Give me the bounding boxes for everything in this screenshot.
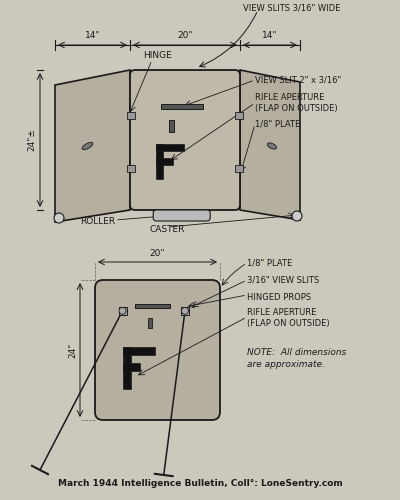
Bar (122, 347, 130, 389)
FancyBboxPatch shape (153, 210, 210, 221)
Bar (118, 307, 126, 315)
Bar (127, 112, 135, 119)
Bar (122, 363, 140, 371)
Text: 14": 14" (85, 31, 100, 40)
Text: 1/8" PLATE: 1/8" PLATE (255, 120, 300, 128)
Bar (235, 165, 243, 172)
Text: VIEW SLITS 3/16" WIDE: VIEW SLITS 3/16" WIDE (243, 4, 340, 13)
Text: VIEW SLIT 2" x 3/16": VIEW SLIT 2" x 3/16" (255, 76, 341, 84)
Circle shape (119, 308, 126, 314)
Polygon shape (240, 70, 300, 220)
FancyBboxPatch shape (130, 70, 240, 210)
Text: 20": 20" (150, 249, 165, 258)
Text: (FLAP ON OUTSIDE): (FLAP ON OUTSIDE) (247, 319, 330, 328)
Bar (235, 112, 243, 119)
Text: 24"±: 24"± (27, 128, 36, 152)
Text: 24": 24" (68, 342, 77, 357)
Ellipse shape (267, 143, 277, 149)
Text: are approximate.: are approximate. (247, 360, 325, 369)
Text: HINGED PROPS: HINGED PROPS (247, 292, 311, 302)
Circle shape (182, 308, 188, 314)
Bar (161, 104, 203, 109)
Bar (168, 120, 174, 132)
Text: CASTER: CASTER (150, 226, 185, 234)
Circle shape (54, 213, 64, 223)
Text: HINGE: HINGE (143, 51, 172, 60)
Text: 14": 14" (262, 31, 278, 40)
FancyBboxPatch shape (95, 280, 220, 420)
Text: 1/8" PLATE: 1/8" PLATE (247, 258, 292, 268)
Circle shape (292, 211, 302, 221)
Text: NOTE:  All dimensions: NOTE: All dimensions (247, 348, 346, 357)
Bar (148, 318, 152, 328)
Bar (156, 158, 173, 165)
Ellipse shape (82, 142, 93, 150)
Polygon shape (55, 70, 130, 222)
Bar (181, 307, 189, 315)
Bar (135, 304, 170, 308)
Text: RIFLE APERTURE: RIFLE APERTURE (255, 93, 324, 102)
Text: March 1944 Intelligence Bulletin, Coll°: LoneSentry.com: March 1944 Intelligence Bulletin, Coll°:… (58, 479, 342, 488)
Text: 20": 20" (177, 31, 193, 40)
Text: (FLAP ON OUTSIDE): (FLAP ON OUTSIDE) (255, 104, 338, 113)
Bar (122, 347, 154, 355)
Bar (127, 165, 135, 172)
Bar (156, 144, 184, 151)
Text: ROLLER: ROLLER (80, 218, 115, 226)
Text: 3/16" VIEW SLITS: 3/16" VIEW SLITS (247, 276, 319, 284)
Text: RIFLE APERTURE: RIFLE APERTURE (247, 308, 316, 317)
Bar (156, 144, 164, 179)
